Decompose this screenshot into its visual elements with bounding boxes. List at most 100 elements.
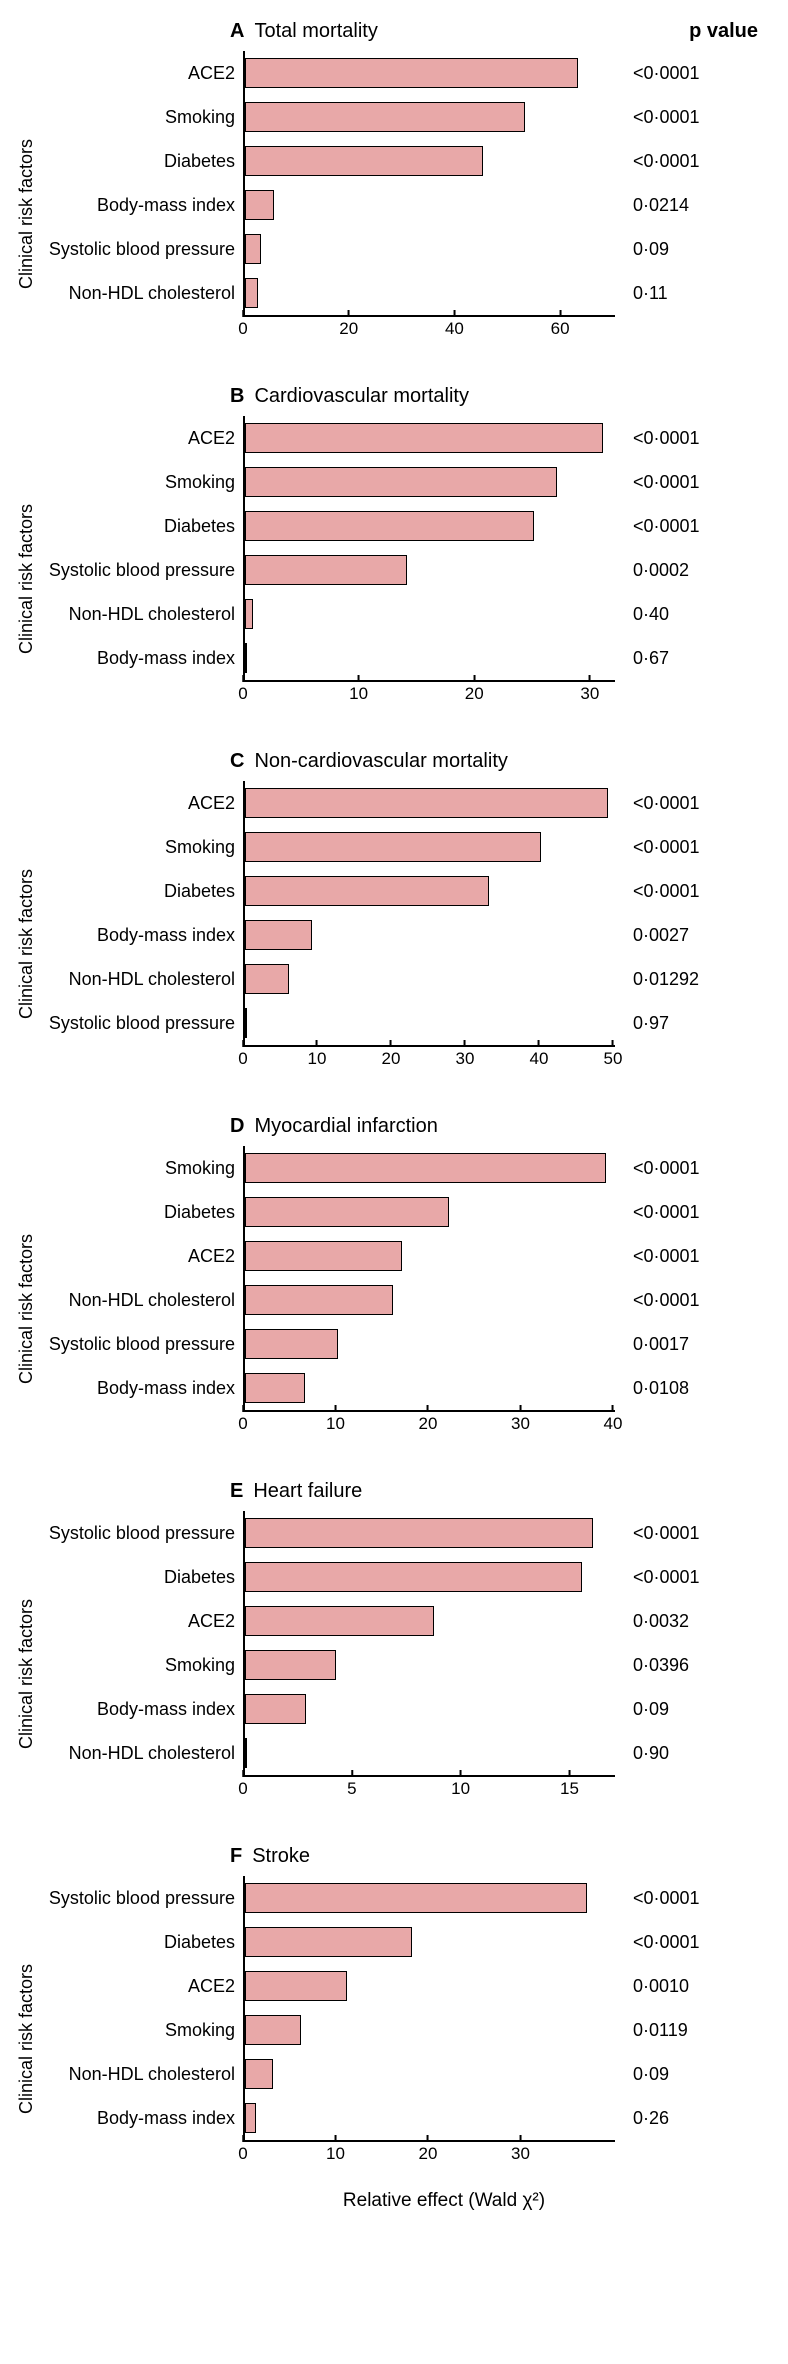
bar [245,2103,256,2133]
tick-label: 15 [560,1779,579,1799]
pvalue-column: <0·0001<0·0001<0·00010·00270·012920·97 [615,781,700,1077]
tick-mark [427,2135,429,2142]
panel-title: Myocardial infarction [254,1115,437,1138]
plot: 051015 [243,1511,615,1807]
pvalue: 0·09 [633,1687,700,1731]
bar [245,1971,347,2001]
x-tick: 15 [560,1777,579,1799]
pvalue: 0·0027 [633,913,700,957]
bar [245,1738,247,1768]
chart-area: Clinical risk factorsACE2SmokingDiabetes… [10,781,778,1077]
x-tick: 30 [511,2142,530,2164]
bar [245,190,274,220]
panel-title: Stroke [252,1845,310,1868]
pvalue: 0·40 [633,592,700,636]
panel-letter: C [230,750,244,773]
x-tick: 20 [339,317,358,339]
plot-inner [243,51,615,317]
panel-title-row: FStroke [10,1845,778,1868]
tick-mark [242,1405,244,1412]
x-tick: 40 [445,317,464,339]
category-label: Diabetes [43,1190,243,1234]
category-label: Diabetes [43,139,243,183]
bar [245,467,557,497]
bar-row [245,1278,615,1322]
panel-title: Heart failure [253,1480,362,1503]
plot-inner [243,1876,615,2142]
tick-label: 5 [347,1779,356,1799]
y-axis-label: Clinical risk factors [10,51,43,347]
pvalue: <0·0001 [633,51,700,95]
panel-letter: E [230,1480,243,1503]
pvalue-column: <0·0001<0·0001<0·0001<0·00010·00170·0108 [615,1146,700,1442]
plot: 0102030 [243,1876,615,2172]
bar [245,1562,582,1592]
chart-area: Clinical risk factorsSmokingDiabetesACE2… [10,1146,778,1442]
tick-label: 10 [308,1049,327,1069]
panel-title: Non-cardiovascular mortality [254,750,507,773]
bar-row [245,1146,615,1190]
bar-row [245,95,615,139]
x-ticks: 0102030 [243,2142,613,2172]
tick-label: 30 [580,684,599,704]
tick-mark [348,310,350,317]
pvalue: 0·01292 [633,957,700,1001]
pvalue: <0·0001 [633,869,700,913]
plot: 010203040 [243,1146,615,1442]
x-tick: 40 [604,1412,623,1434]
tick-label: 0 [238,1779,247,1799]
tick-label: 40 [604,1414,623,1434]
tick-label: 0 [238,684,247,704]
bar-row [245,1366,615,1410]
bar [245,876,489,906]
bar-row [245,460,615,504]
bar [245,511,534,541]
x-ticks: 01020304050 [243,1047,613,1077]
panel-a: ATotal mortalityp valueClinical risk fac… [10,20,778,347]
pvalue: 0·0032 [633,1599,700,1643]
bar [245,643,247,673]
bar-row [245,504,615,548]
category-label: Systolic blood pressure [43,1322,243,1366]
bar [245,1285,393,1315]
pvalue: <0·0001 [633,1146,700,1190]
pvalue: 0·90 [633,1731,700,1775]
plot: 0102030 [243,416,615,712]
panel-title-row: E Heart failure [10,1480,778,1503]
bar-row [245,1876,615,1920]
chart-area: Clinical risk factorsSystolic blood pres… [10,1876,778,2172]
bar-row [245,2008,615,2052]
category-label: Non-HDL cholesterol [43,1731,243,1775]
tick-mark [242,310,244,317]
tick-mark [358,675,360,682]
panel-d: DMyocardial infarctionClinical risk fact… [10,1115,778,1442]
x-tick: 20 [465,682,484,704]
tick-mark [390,1040,392,1047]
x-tick: 50 [604,1047,623,1069]
plot-inner [243,781,615,1047]
bar-row [245,2096,615,2140]
tick-mark [453,310,455,317]
tick-mark [612,1040,614,1047]
pvalue: <0·0001 [633,95,700,139]
x-ticks: 0204060 [243,317,613,347]
tick-mark [464,1040,466,1047]
bar-row [245,1599,615,1643]
tick-mark [612,1405,614,1412]
tick-label: 10 [451,1779,470,1799]
x-tick: 40 [530,1047,549,1069]
bar-row [245,51,615,95]
panel-title: Cardiovascular mortality [254,385,469,408]
category-label: Non-HDL cholesterol [43,1278,243,1322]
category-label: Diabetes [43,504,243,548]
plot: 01020304050 [243,781,615,1077]
pvalue: <0·0001 [633,504,700,548]
panel-title-row: C Non-cardiovascular mortality [10,750,778,773]
bar [245,555,407,585]
pvalue: <0·0001 [633,460,700,504]
category-label: Non-HDL cholesterol [43,957,243,1001]
bar [245,1008,247,1038]
bar-row [245,1920,615,1964]
bar-row [245,1322,615,1366]
bar-row [245,592,615,636]
